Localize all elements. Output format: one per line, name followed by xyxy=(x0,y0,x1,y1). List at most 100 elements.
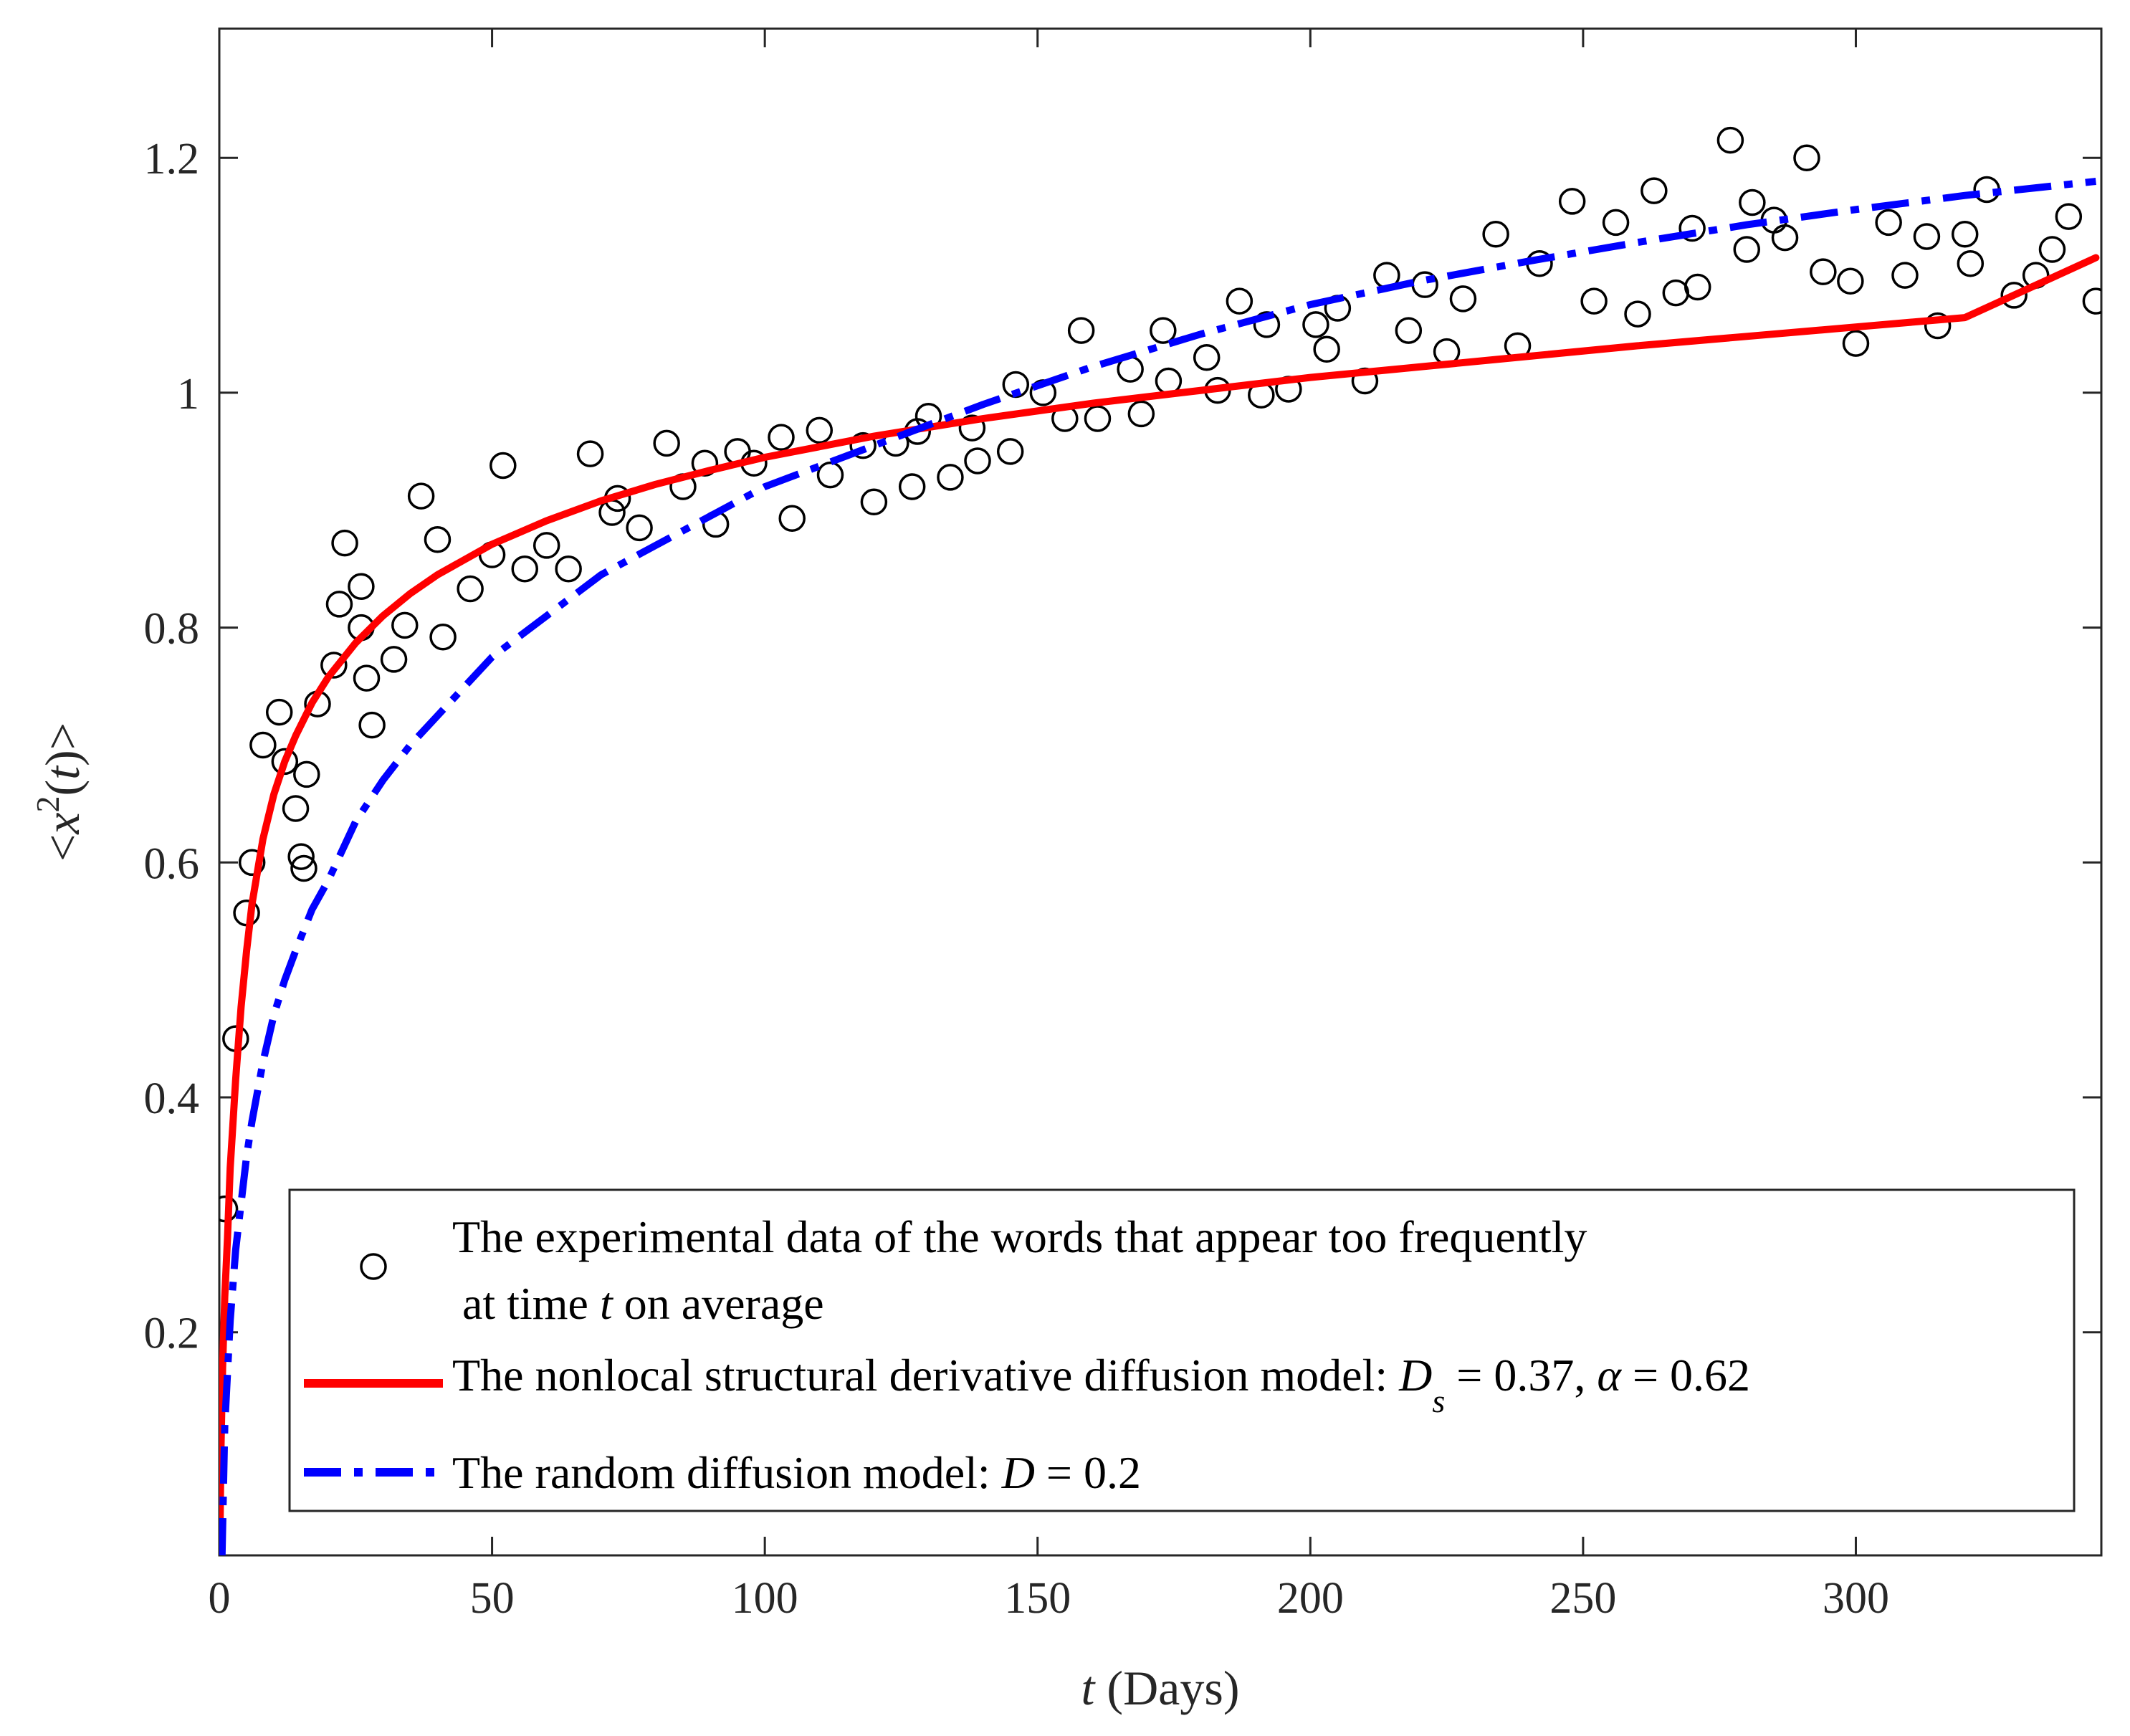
data-point xyxy=(626,514,653,542)
data-point xyxy=(348,573,375,601)
data-point xyxy=(429,623,457,651)
data-point xyxy=(1302,311,1329,338)
y-tick-label: 0.4 xyxy=(144,1074,200,1123)
data-point xyxy=(964,447,991,474)
legend-marker-experimental xyxy=(360,1253,387,1280)
y-axis-title-var2: t xyxy=(35,765,90,780)
data-point xyxy=(1913,223,1941,250)
data-point xyxy=(1684,273,1711,301)
data-point xyxy=(2000,282,2028,309)
x-axis-title-var: t xyxy=(1081,1661,1097,1715)
data-point xyxy=(331,529,358,557)
data-point xyxy=(2038,236,2066,263)
legend-label-experimental-line1: The experimental data of the words that … xyxy=(452,1211,1587,1262)
x-tick-label: 0 xyxy=(209,1574,231,1623)
data-point xyxy=(1716,126,1744,154)
data-point xyxy=(1924,312,1952,340)
data-point xyxy=(293,760,320,788)
data-point xyxy=(1558,188,1586,215)
data-point xyxy=(290,854,317,882)
legend-nonlocal-text: The nonlocal structural derivative diffu… xyxy=(452,1350,1399,1401)
data-point xyxy=(653,429,680,457)
data-point xyxy=(1624,300,1651,328)
data-point xyxy=(282,795,310,822)
legend-experimental-line2-var: t xyxy=(600,1278,614,1329)
plot-series xyxy=(219,126,2101,1555)
x-tick-label: 100 xyxy=(732,1574,798,1623)
y-tick-label: 0.2 xyxy=(144,1310,200,1358)
data-point xyxy=(1580,287,1608,315)
data-point xyxy=(511,555,538,583)
data-point xyxy=(768,424,795,451)
y-tick-label: 1.2 xyxy=(144,135,200,183)
y-tick-label: 0.6 xyxy=(144,839,200,888)
legend-random-d-val: = 0.2 xyxy=(1035,1447,1141,1498)
data-point xyxy=(424,525,452,553)
data-point xyxy=(555,555,582,583)
data-point xyxy=(532,532,560,559)
legend-nonlocal-ds-sub: s xyxy=(1432,1383,1445,1419)
series-random-line xyxy=(219,178,2096,1555)
data-point xyxy=(806,416,834,444)
x-tick-label: 250 xyxy=(1549,1574,1616,1623)
data-point xyxy=(287,843,315,870)
data-point xyxy=(249,731,277,759)
data-point xyxy=(380,646,408,673)
legend-label-experimental-line2: at time t on average xyxy=(462,1278,824,1329)
data-point xyxy=(320,652,348,679)
legend-nonlocal-ds-var: D xyxy=(1398,1350,1432,1401)
data-point xyxy=(238,849,266,877)
x-axis-title: t (Days) xyxy=(1081,1661,1240,1715)
data-point xyxy=(1771,224,1799,252)
data-point xyxy=(691,449,719,477)
data-point xyxy=(898,473,926,500)
x-tick-label: 50 xyxy=(470,1574,515,1623)
data-point xyxy=(1449,285,1477,313)
data-point xyxy=(1395,317,1423,344)
data-point xyxy=(1193,344,1221,371)
data-point xyxy=(1951,220,1979,248)
data-point xyxy=(2082,287,2101,315)
data-point xyxy=(1127,400,1155,428)
data-point xyxy=(1678,214,1706,242)
data-point xyxy=(1150,317,1177,344)
data-point xyxy=(937,464,964,491)
legend-random-text: The random diffusion model: xyxy=(452,1447,1002,1498)
y-tick-label: 1 xyxy=(177,370,199,419)
data-point xyxy=(849,431,877,459)
plot-area-frame xyxy=(218,27,2103,1557)
data-point xyxy=(325,591,353,618)
data-point xyxy=(353,664,381,692)
data-point xyxy=(1793,144,1820,171)
data-point xyxy=(1602,209,1630,237)
data-point xyxy=(271,748,299,776)
data-point xyxy=(407,482,435,510)
y-axis-title-sup: 2 xyxy=(29,796,66,813)
data-point xyxy=(489,452,517,480)
legend-nonlocal-alpha-sym: α xyxy=(1597,1350,1622,1401)
data-point xyxy=(1253,311,1281,338)
data-point xyxy=(576,440,604,467)
data-point xyxy=(778,505,806,532)
legend-label-nonlocal: The nonlocal structural derivative diffu… xyxy=(452,1350,1750,1419)
data-point xyxy=(1067,317,1095,344)
legend-nonlocal-alpha-val: = 0.62 xyxy=(1621,1350,1750,1401)
data-point xyxy=(1641,177,1668,204)
data-point xyxy=(358,711,386,739)
y-axis-title-open: ( xyxy=(35,780,90,796)
tick-labels: 0 50 100 150 200 250 300 0.2 0.4 0.6 0.8 1 1.2 xyxy=(144,135,1889,1623)
data-point xyxy=(457,575,484,603)
data-point xyxy=(1957,249,1985,277)
data-point xyxy=(1084,405,1112,432)
data-point xyxy=(1837,267,1864,295)
data-point xyxy=(2055,203,2083,230)
y-axis-title-lt: < xyxy=(35,834,90,862)
legend: The experimental data of the words that … xyxy=(288,1188,2076,1512)
y-axis-title: <x2(t)> xyxy=(29,722,90,862)
legend-box xyxy=(288,1188,2076,1512)
y-axis-title-close: )> xyxy=(35,722,90,766)
data-point xyxy=(1482,220,1509,248)
x-tick-label: 150 xyxy=(1004,1574,1071,1623)
data-point xyxy=(816,461,844,489)
